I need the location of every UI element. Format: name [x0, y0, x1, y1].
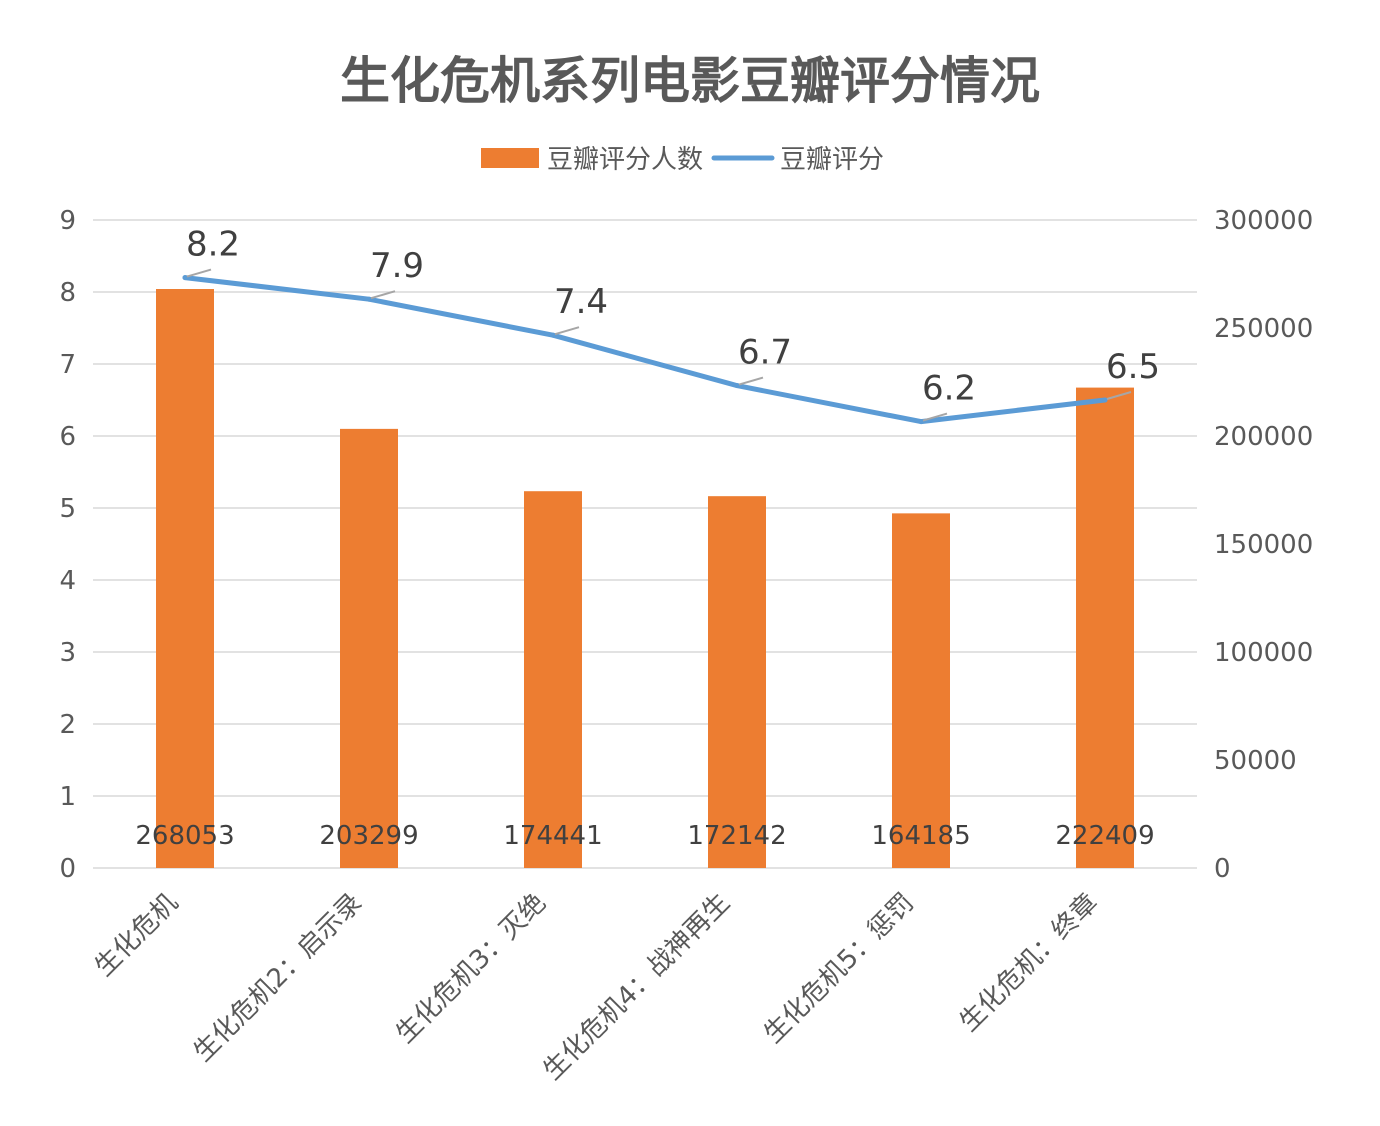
rating-value-label: 6.5	[1106, 347, 1160, 387]
legend-label-bar: 豆瓣评分人数	[547, 145, 703, 175]
right-tick-label: 250000	[1214, 314, 1313, 344]
legend-label-line: 豆瓣评分	[780, 145, 884, 175]
bar-value-label: 164185	[871, 821, 970, 851]
legend-swatch-bar	[481, 148, 539, 168]
legend: 豆瓣评分人数 豆瓣评分	[481, 145, 884, 175]
category-label: 生化危机	[89, 888, 184, 983]
right-tick-label: 200000	[1214, 422, 1313, 452]
bar	[708, 496, 766, 868]
category-label: 生化危机3：灭绝	[390, 888, 552, 1050]
rating-point	[918, 419, 924, 425]
left-tick-label: 9	[59, 206, 76, 236]
right-tick-label: 150000	[1214, 530, 1313, 560]
left-tick-label: 5	[59, 494, 76, 524]
bar-series: 268053 203299 174441 172142 164185 222409	[135, 289, 1155, 869]
rating-point	[182, 275, 188, 281]
category-label: 生化危机4：战神再生	[538, 888, 736, 1086]
bar-value-label: 172142	[687, 821, 786, 851]
right-tick-label: 300000	[1214, 206, 1313, 236]
left-tick-label: 0	[59, 854, 76, 884]
rating-line	[182, 275, 1108, 425]
bar-value-label: 174441	[503, 821, 602, 851]
rating-label-leader	[1106, 391, 1132, 400]
bar-value-label: 222409	[1055, 821, 1154, 851]
rating-value-label: 7.4	[554, 282, 608, 322]
rating-label-leader	[370, 290, 396, 300]
rating-label-leader	[554, 326, 580, 336]
line-series: 8.2 7.9 7.4 6.7 6.2 6.5	[182, 225, 1160, 425]
rating-value-label: 8.2	[186, 225, 240, 265]
rating-label-leader	[186, 268, 212, 278]
rating-value-label: 6.2	[922, 369, 976, 409]
right-tick-label: 50000	[1214, 746, 1297, 776]
rating-point	[366, 296, 372, 302]
bar-value-label: 268053	[135, 821, 234, 851]
right-axis-ticks: 0 50000 100000 150000 200000 250000 300000	[1214, 206, 1313, 884]
left-tick-label: 2	[59, 710, 76, 740]
left-tick-label: 1	[59, 782, 76, 812]
bar-value-label: 203299	[319, 821, 418, 851]
gridlines	[93, 219, 1197, 869]
category-label: 生化危机2：启示录	[188, 888, 368, 1068]
category-axis-labels: 生化危机 生化危机2：启示录 生化危机3：灭绝生化危机4：战神再生 生化危机5：惩罚生…	[89, 888, 1104, 1086]
left-tick-label: 8	[59, 278, 76, 308]
rating-value-label: 6.7	[738, 333, 792, 373]
chart-title: 生化危机系列电影豆瓣评分情况	[340, 52, 1040, 110]
right-tick-label: 0	[1214, 854, 1231, 884]
left-tick-label: 7	[59, 350, 76, 380]
rating-label-leader	[738, 376, 764, 386]
bar	[892, 513, 950, 868]
rating-label-leader	[922, 412, 948, 422]
left-tick-label: 4	[59, 566, 76, 596]
rating-point	[1102, 397, 1108, 403]
rating-value-label: 7.9	[370, 246, 424, 286]
left-tick-label: 6	[59, 422, 76, 452]
bar	[156, 289, 214, 869]
category-label: 生化危机：终章	[954, 888, 1104, 1038]
left-tick-label: 3	[59, 638, 76, 668]
bar	[1076, 387, 1134, 868]
rating-point	[550, 332, 556, 338]
right-tick-label: 100000	[1214, 638, 1313, 668]
bar	[524, 491, 582, 868]
category-label: 生化危机5：惩罚	[758, 888, 920, 1050]
rating-point	[734, 383, 740, 389]
left-axis-ticks: 0 1 2 3 4 5 6 7 8 9	[59, 206, 76, 884]
bar	[340, 428, 398, 868]
